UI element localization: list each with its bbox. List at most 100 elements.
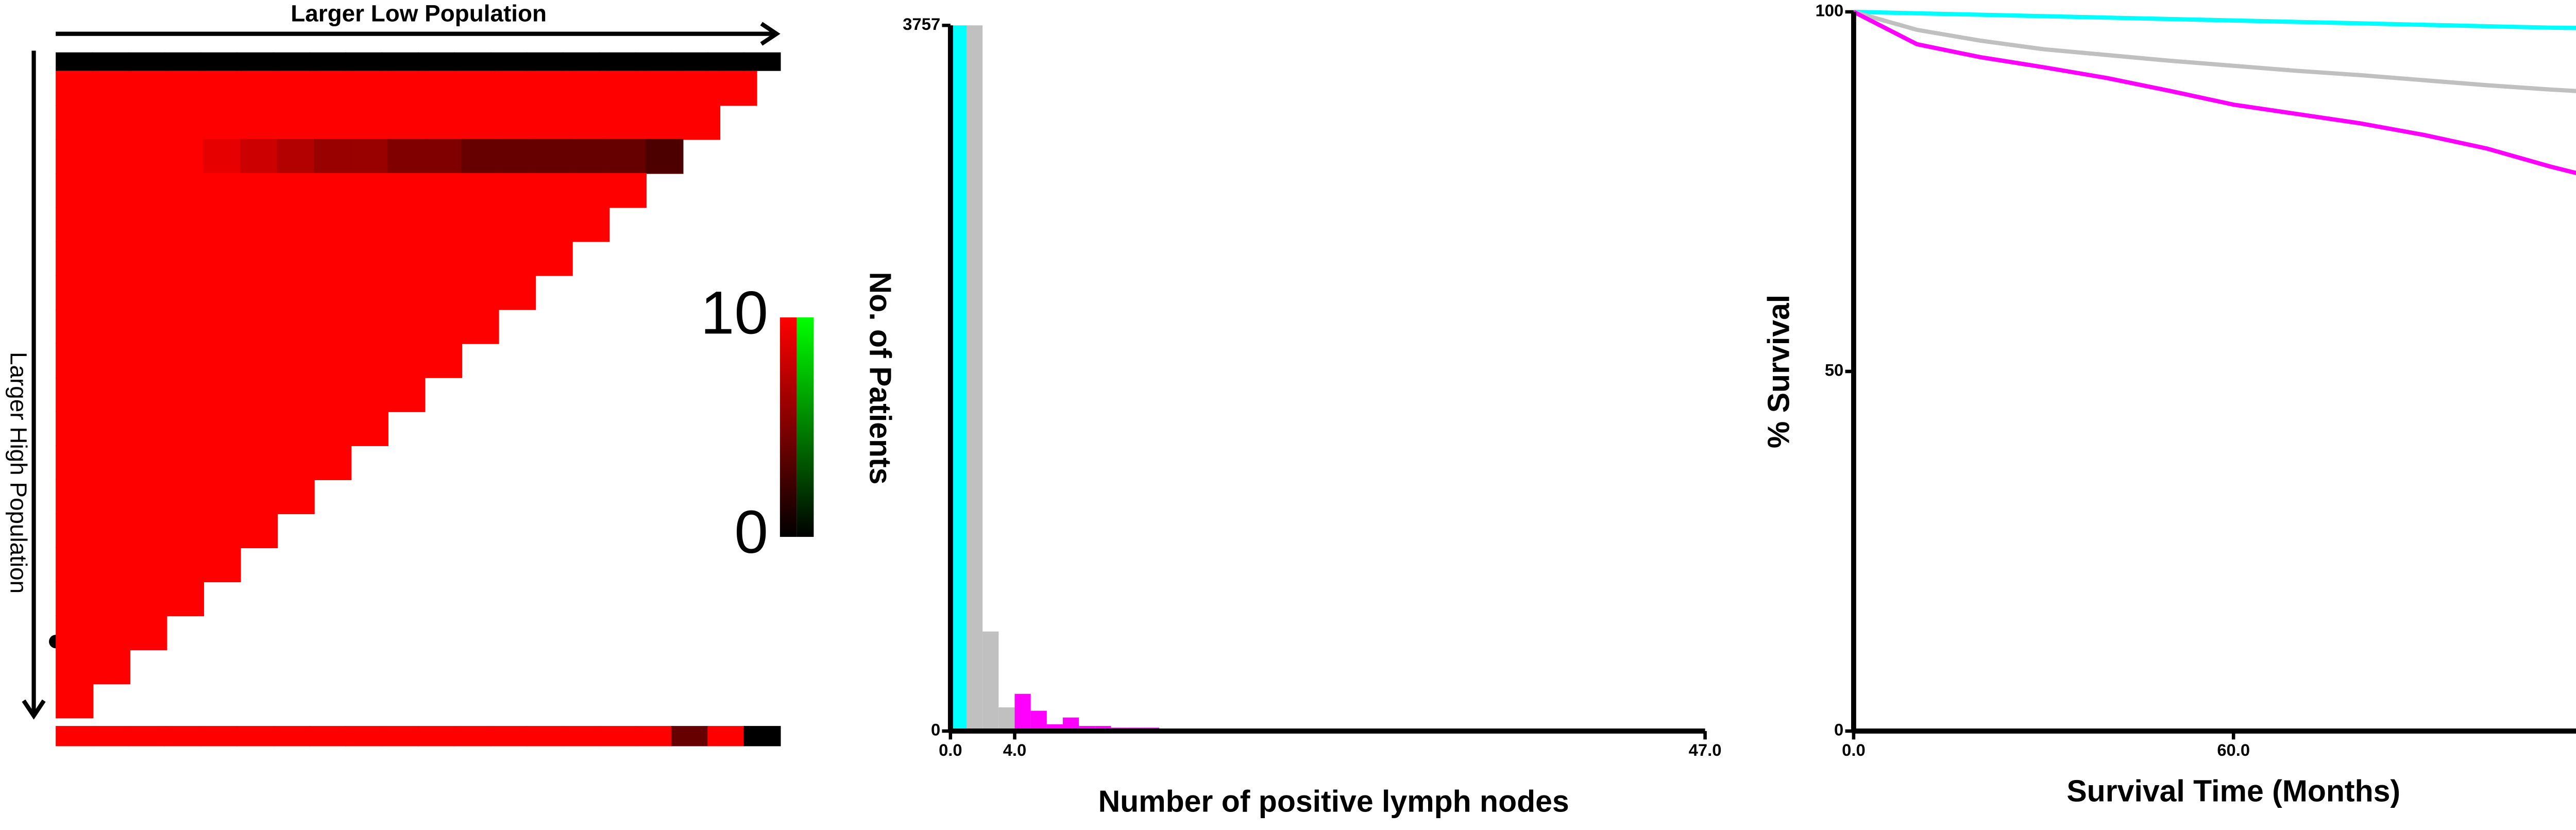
heatmap-cell (129, 479, 167, 515)
heatmap-cell (166, 411, 205, 446)
heatmap-cell (424, 241, 463, 276)
heatmap-cell (129, 445, 167, 480)
heatmap-cell (498, 105, 536, 140)
heatmap-cell (92, 105, 130, 140)
heatmap-cell (350, 207, 388, 242)
heatmap-cell (350, 173, 388, 208)
heatmap-cell (572, 173, 610, 208)
heatmap-cell (56, 139, 94, 174)
heatmap-cell (387, 241, 426, 276)
heatmap-cell (608, 105, 647, 140)
heatmap-cell (92, 241, 130, 276)
heatmap-cell (56, 445, 94, 480)
heatmap-cell (526, 52, 564, 71)
heatmap-cell (203, 71, 241, 106)
heatmap-cell (240, 105, 278, 140)
arrow-head (22, 699, 46, 720)
heatmap-cell (572, 71, 610, 106)
heatmap-cell (92, 726, 129, 747)
heatmap-cell (350, 275, 388, 310)
heatmap-cell (646, 139, 684, 174)
heatmap-cell (203, 479, 241, 515)
bar (950, 25, 967, 731)
heatmap-cell (350, 241, 388, 276)
heatmap-cell (166, 513, 205, 549)
heatmap-cell (92, 581, 130, 617)
heatmap-cell (129, 241, 167, 276)
x-label: Number of positive lymph nodes (1098, 785, 1569, 818)
heatmap-cell (314, 207, 352, 242)
y-tick-label: 3757 (903, 14, 940, 33)
heatmap-cell (424, 309, 463, 344)
heatmap-cell (166, 377, 205, 412)
arrow-head (760, 22, 781, 46)
heatmap-cell (314, 377, 352, 412)
heatmap-cell (608, 139, 647, 174)
bar (998, 707, 1015, 731)
heatmap-cell (166, 479, 205, 515)
heatmap-cell (129, 275, 167, 310)
heatmap-cell (92, 513, 130, 549)
heatmap-cell (387, 343, 426, 378)
x-tick-label: 47.0 (1689, 740, 1722, 759)
heatmap-cell (92, 445, 130, 480)
heatmap-cell (92, 649, 130, 685)
heatmap-cell (92, 479, 130, 515)
heatmap-cell (166, 547, 205, 583)
heatmap-cell (56, 547, 94, 583)
heatmap-cell (203, 105, 241, 140)
heatmap-cell (350, 343, 388, 378)
heatmap-cell (418, 726, 455, 747)
heatmap-cell (129, 581, 167, 617)
heatmap-cell (92, 139, 130, 174)
heatmap-cell (498, 139, 536, 174)
heatmap-cell (240, 207, 278, 242)
heatmap-cell (345, 726, 383, 747)
heatmap-cell (350, 71, 388, 106)
colorbar (779, 317, 797, 537)
heatmap-cell (461, 309, 499, 344)
heatmap-cell (92, 309, 130, 344)
heatmap-cell (277, 71, 315, 106)
heatmap-cell (56, 726, 93, 747)
heatmap-cell (635, 52, 672, 71)
heatmap-cell (381, 52, 419, 71)
heatmap-cell (418, 52, 455, 71)
heatmap-cell (424, 139, 463, 174)
heatmap-cell (92, 207, 130, 242)
heatmap-cell (128, 52, 165, 71)
y-label: Larger High Population (6, 352, 32, 594)
bar (1095, 726, 1111, 731)
heatmap-cell (277, 207, 315, 242)
heatmap-cell (387, 139, 426, 174)
bar (966, 25, 983, 731)
heatmap-cell (535, 241, 573, 276)
heatmap-cell (572, 139, 610, 174)
heatmap-cell (166, 343, 205, 378)
heatmap-cell (166, 581, 205, 617)
heatmap-cell (92, 173, 130, 208)
heatmap-cell (92, 547, 130, 583)
heatmap-cell (314, 343, 352, 378)
heatmap-cell (563, 726, 600, 747)
heatmap-cell (535, 139, 573, 174)
heatmap-cell (277, 241, 315, 276)
heatmap-cell (424, 71, 463, 106)
heatmap-cell (719, 71, 757, 106)
heatmap-cell (461, 173, 499, 208)
heatmap-cell (424, 207, 463, 242)
heatmap-cell (277, 343, 315, 378)
bar (1030, 710, 1047, 731)
heatmap-cell (166, 445, 205, 480)
heatmap-cell (707, 52, 745, 71)
heatmap-cell (387, 105, 426, 140)
heatmap-cell (240, 377, 278, 412)
heatmap-cell (350, 139, 388, 174)
survival-line (1853, 10, 2576, 175)
heatmap-cell (646, 105, 684, 140)
heatmap-cell (599, 52, 636, 71)
heatmap-cell (92, 411, 130, 446)
heatmap-cell (277, 309, 315, 344)
heatmap-cell (128, 726, 165, 747)
heatmap-cell (56, 411, 94, 446)
